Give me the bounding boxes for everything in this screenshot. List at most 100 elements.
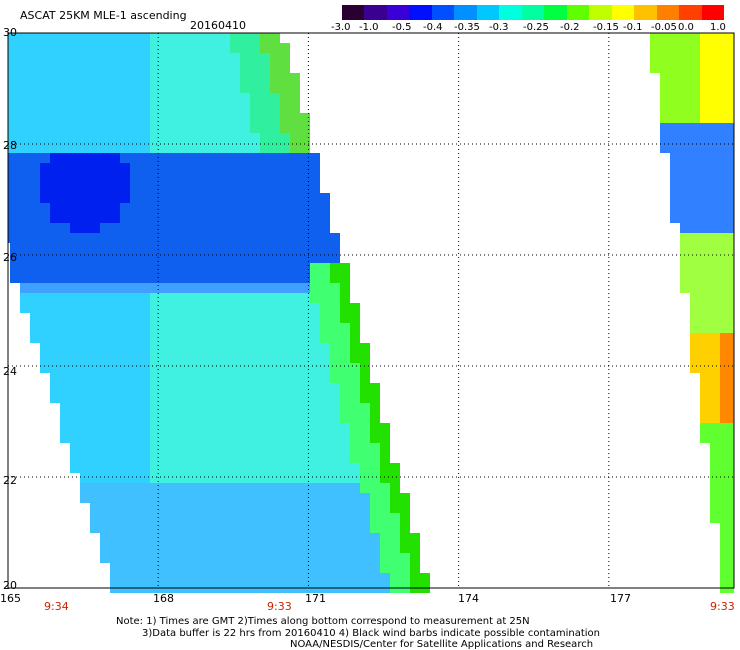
swath-cell — [270, 103, 280, 113]
swath-cell — [120, 143, 130, 153]
swath-cell — [250, 353, 260, 363]
swath-cell — [240, 183, 250, 193]
swath-cell — [300, 293, 310, 303]
swath-cell — [680, 223, 690, 233]
swath-cell — [230, 533, 240, 543]
swath-cell — [160, 523, 170, 533]
swath-cell — [180, 303, 190, 313]
swath-cell — [720, 533, 730, 543]
swath-cell — [350, 573, 360, 583]
swath-cell — [730, 63, 734, 73]
swath-cell — [350, 303, 360, 313]
swath-cell — [370, 473, 380, 483]
swath-cell — [140, 423, 150, 433]
swath-cell — [350, 553, 360, 563]
swath-cell — [220, 523, 230, 533]
swath-cell — [110, 33, 120, 43]
swath-cell — [170, 183, 180, 193]
swath-cell — [690, 313, 700, 323]
swath-cell — [700, 273, 710, 283]
swath-cell — [10, 183, 20, 193]
swath-cell — [20, 33, 30, 43]
swath-cell — [280, 413, 290, 423]
swath-cell — [730, 563, 734, 573]
swath-cell — [160, 173, 170, 183]
swath-cell — [180, 133, 190, 143]
swath-cell — [700, 413, 710, 423]
swath-cell — [290, 293, 300, 303]
swath-cell — [240, 123, 250, 133]
swath-cell — [240, 543, 250, 553]
swath-cell — [340, 563, 350, 573]
swath-cell — [10, 213, 20, 223]
swath-cell — [680, 213, 690, 223]
swath-cell — [330, 413, 340, 423]
swath-cell — [160, 213, 170, 223]
swath-cell — [180, 323, 190, 333]
swath-cell — [690, 343, 700, 353]
swath-cell — [690, 93, 700, 103]
swath-cell — [360, 443, 370, 453]
swath-cell — [710, 113, 720, 123]
swath-cell — [150, 363, 160, 373]
swath-cell — [240, 283, 250, 293]
swath-cell — [40, 153, 50, 163]
swath-cell — [60, 353, 70, 363]
swath-cell — [50, 73, 60, 83]
swath-cell — [180, 423, 190, 433]
swath-cell — [110, 133, 120, 143]
swath-cell — [50, 313, 60, 323]
swath-cell — [720, 263, 730, 273]
swath-cell — [20, 163, 30, 173]
swath-cell — [120, 353, 130, 363]
swath-cell — [320, 333, 330, 343]
swath-cell — [230, 433, 240, 443]
swath-cell — [130, 173, 140, 183]
swath-cell — [160, 333, 170, 343]
swath-cell — [40, 263, 50, 273]
swath-cell — [700, 143, 710, 153]
swath-cell — [310, 293, 320, 303]
swath-cell — [240, 493, 250, 503]
swath-cell — [680, 123, 690, 133]
swath-cell — [330, 243, 340, 253]
swath-cell — [290, 143, 300, 153]
swath-cell — [140, 103, 150, 113]
swath-cell — [210, 453, 220, 463]
swath-cell — [170, 453, 180, 463]
swath-cell — [110, 483, 120, 493]
swath-cell — [180, 243, 190, 253]
swath-cell — [30, 173, 40, 183]
swath-cell — [90, 33, 100, 43]
colorbar-swatch — [431, 5, 455, 20]
swath-cell — [280, 123, 290, 133]
swath-cell — [50, 33, 60, 43]
swath-cell — [260, 533, 270, 543]
swath-cell — [690, 103, 700, 113]
swath-cell — [120, 533, 130, 543]
swath-cell — [80, 193, 90, 203]
swath-cell — [220, 393, 230, 403]
swath-cell — [50, 283, 60, 293]
swath-cell — [190, 563, 200, 573]
swath-cell — [260, 323, 270, 333]
swath-cell — [200, 423, 210, 433]
swath-cell — [730, 163, 734, 173]
swath-cell — [330, 543, 340, 553]
swath-cell — [700, 343, 710, 353]
swath-cell — [240, 143, 250, 153]
swath-cell — [210, 333, 220, 343]
swath-cell — [700, 373, 710, 383]
swath-cell — [330, 263, 340, 273]
swath-cell — [250, 423, 260, 433]
swath-cell — [320, 263, 330, 273]
swath-cell — [90, 143, 100, 153]
swath-cell — [710, 493, 720, 503]
swath-cell — [340, 503, 350, 513]
time-label-left: 9:34 — [44, 600, 69, 613]
swath-cell — [160, 163, 170, 173]
lon-label-165: 165 — [0, 592, 21, 605]
swath-cell — [20, 113, 30, 123]
swath-cell — [260, 573, 270, 583]
swath-cell — [730, 433, 734, 443]
